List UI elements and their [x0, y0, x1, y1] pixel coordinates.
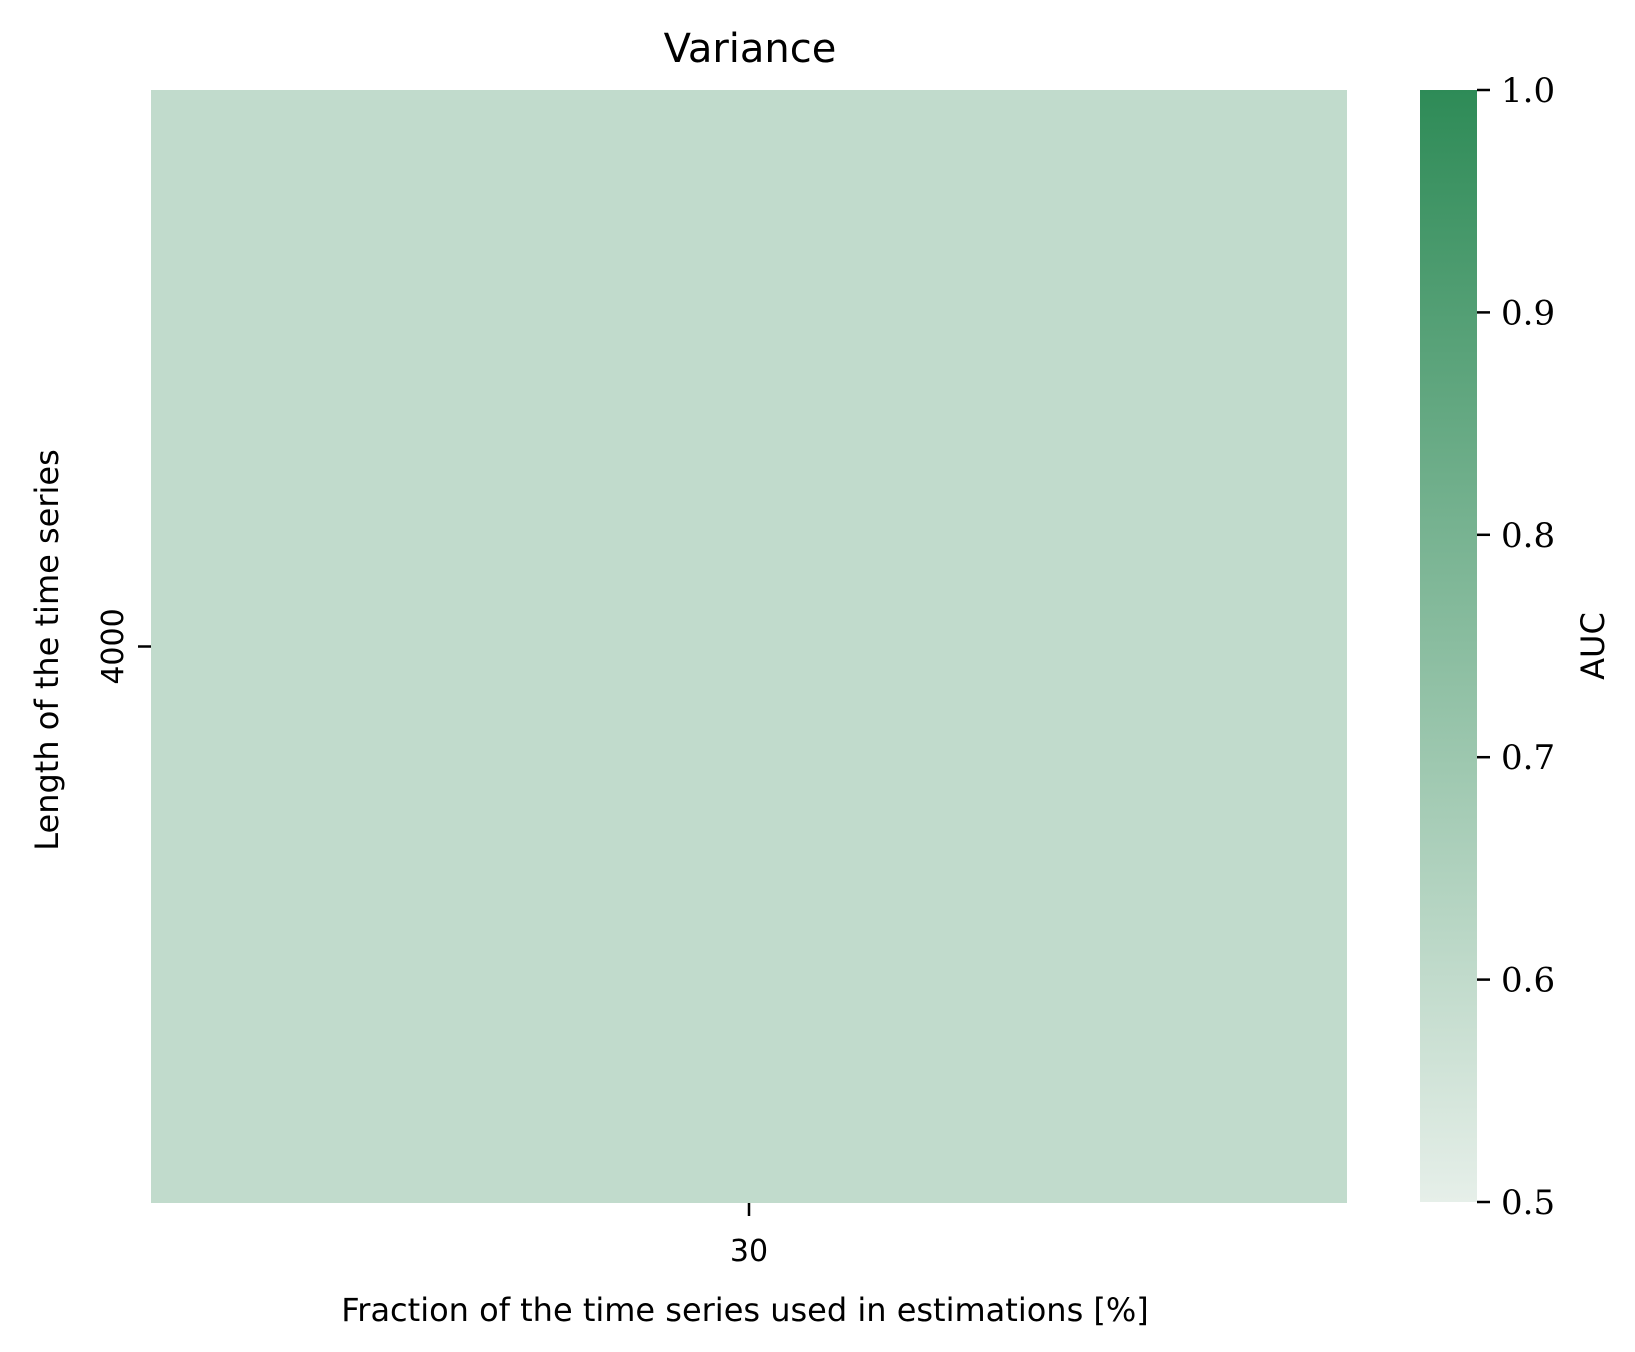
y-axis-ticks: 4000: [96, 608, 151, 685]
x-tick-label: 30: [730, 1234, 768, 1269]
colorbar-tick-label: 0.9: [1501, 293, 1555, 333]
y-tick-label: 4000: [96, 608, 131, 684]
colorbar-tick-label: 0.5: [1501, 1183, 1555, 1223]
colorbar-tick-label: 0.7: [1501, 738, 1555, 778]
colorbar-ticks: 0.5 0.6 0.7 0.8 0.9 1.0: [1477, 71, 1555, 1223]
heatmap-cells: [151, 90, 1347, 1203]
colorbar: [1420, 90, 1477, 1202]
colorbar-tick-label: 0.6: [1501, 961, 1555, 1001]
heatmap-cell: [151, 90, 1347, 1203]
y-axis-label: Length of the time series: [28, 449, 66, 850]
x-axis-label: Fraction of the time series used in esti…: [341, 1291, 1149, 1329]
chart-title: Variance: [664, 26, 837, 72]
colorbar-tick-label: 1.0: [1501, 71, 1555, 111]
colorbar-label: AUC: [1574, 612, 1612, 680]
colorbar-tick-label: 0.8: [1501, 516, 1555, 556]
x-axis-ticks: 30: [730, 1203, 768, 1269]
